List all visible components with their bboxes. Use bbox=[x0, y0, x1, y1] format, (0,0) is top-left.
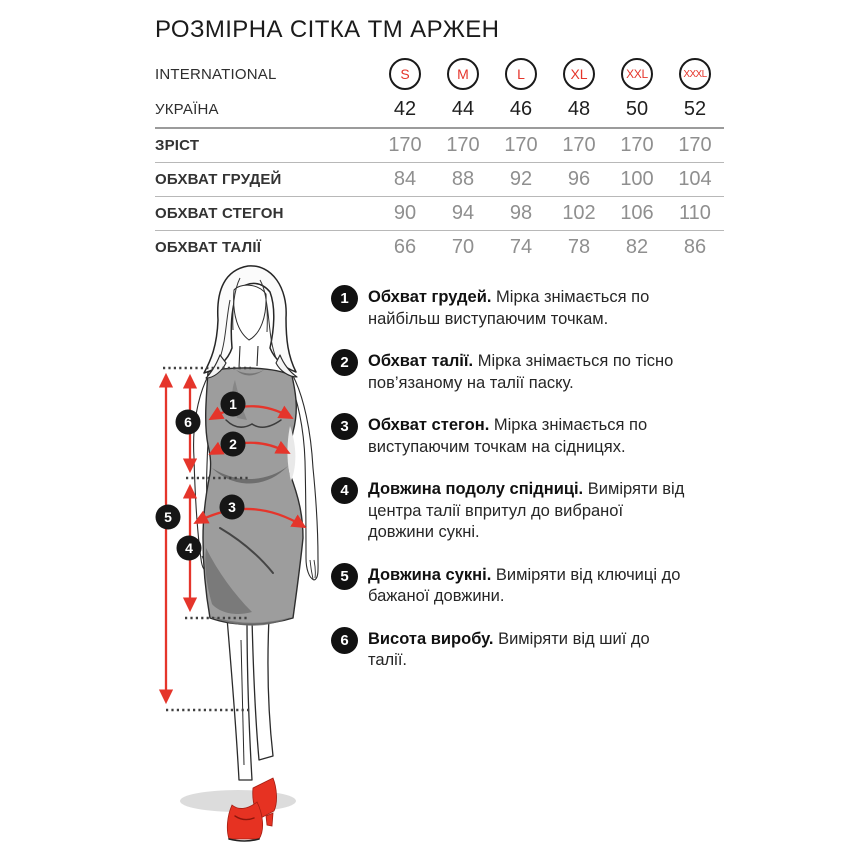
size-badge-xl: XL bbox=[563, 58, 595, 90]
legend-item-2: 2 Обхват талії. Мірка знімається по тісн… bbox=[331, 349, 711, 394]
legend-number-badge: 1 bbox=[331, 285, 358, 312]
measurement-legend: 1 Обхват грудей. Мірка знімається по най… bbox=[331, 285, 711, 672]
row-label: ЗРІСТ bbox=[155, 137, 200, 154]
legend-text: Обхват стегон. Мірка знімається по висту… bbox=[368, 416, 648, 456]
row-label: ОБХВАТ ТАЛІЇ bbox=[155, 239, 262, 256]
figure-marker-2: 2 bbox=[229, 436, 237, 452]
legend-number-badge: 6 bbox=[331, 626, 358, 654]
fashion-figure-illustration: 1 2 3 4 5 6 bbox=[140, 260, 360, 850]
figure-marker-1: 1 bbox=[229, 396, 237, 412]
table-divider bbox=[155, 127, 724, 129]
table-row-ukraine: УКРАЇНА 42 44 46 48 50 52 bbox=[155, 98, 707, 120]
row-label: INTERNATIONAL bbox=[155, 65, 277, 83]
legend-number-badge: 2 bbox=[331, 349, 358, 376]
page-title: РОЗМІРНА СІТКА ТМ АРЖЕН bbox=[155, 16, 500, 43]
legend-number-badge: 4 bbox=[331, 477, 358, 504]
size-table: INTERNATIONAL S M L XL XXL XXXL УКРАЇНА … bbox=[155, 56, 724, 264]
legend-item-5: 5 Довжина сукні. Виміряти від ключиці до… bbox=[331, 562, 711, 608]
chest-measure-arc bbox=[208, 405, 294, 421]
size-badge-m: M bbox=[447, 58, 479, 90]
size-badge-s: S bbox=[389, 58, 421, 90]
row-label: ОБХВАТ СТЕГОН bbox=[155, 205, 284, 222]
legend-number-badge: 5 bbox=[331, 562, 358, 590]
size-badge-xxl: XXL bbox=[621, 58, 653, 90]
table-row-international: INTERNATIONAL S M L XL XXL XXXL bbox=[155, 56, 724, 92]
figure-legs bbox=[226, 617, 274, 781]
table-row-hips: ОБХВАТ СТЕГОН 90 94 98 102 106 110 bbox=[155, 197, 724, 231]
table-row-waist: ОБХВАТ ТАЛІЇ 66 70 74 78 82 86 bbox=[155, 236, 707, 258]
waist-measure-arc bbox=[208, 440, 291, 455]
legend-number-badge: 3 bbox=[331, 413, 358, 440]
legend-text: Довжина подолу спідниці. Виміряти від це… bbox=[368, 480, 685, 541]
hips-measure-arc bbox=[193, 507, 307, 529]
figure-marker-3: 3 bbox=[228, 499, 236, 515]
figure-head bbox=[203, 265, 298, 379]
row-label: УКРАЇНА bbox=[155, 101, 219, 118]
legend-text: Довжина сукні. Виміряти від ключиці до б… bbox=[368, 565, 681, 606]
legend-text: Обхват талії. Мірка знімається по тісно … bbox=[368, 352, 674, 392]
size-badge-xxxl: XXXL bbox=[679, 58, 711, 90]
measurement-arrows bbox=[158, 372, 307, 705]
legend-text: Висота виробу. Виміряти від шиї до талії… bbox=[368, 629, 650, 670]
row-label: ОБХВАТ ГРУДЕЙ bbox=[155, 171, 282, 188]
figure-markers: 1 2 3 4 5 6 bbox=[155, 391, 246, 561]
legend-item-6: 6 Висота виробу. Виміряти від шиї до тал… bbox=[331, 626, 711, 672]
figure-marker-5: 5 bbox=[164, 509, 172, 525]
figure-marker-4: 4 bbox=[185, 540, 193, 556]
size-badge-l: L bbox=[505, 58, 537, 90]
front-shoe bbox=[226, 801, 263, 842]
legend-item-1: 1 Обхват грудей. Мірка знімається по най… bbox=[331, 285, 711, 330]
legend-text: Обхват грудей. Мірка знімається по найбі… bbox=[368, 288, 650, 328]
table-row-height: ЗРІСТ 170 170 170 170 170 170 bbox=[155, 129, 724, 163]
figure-marker-6: 6 bbox=[184, 414, 192, 430]
measurement-guides bbox=[163, 366, 251, 712]
legend-item-4: 4 Довжина подолу спідниці. Виміряти від … bbox=[331, 477, 711, 544]
table-row-chest: ОБХВАТ ГРУДЕЙ 84 88 92 96 100 104 bbox=[155, 163, 724, 197]
legend-item-3: 3 Обхват стегон. Мірка знімається по вис… bbox=[331, 413, 711, 458]
